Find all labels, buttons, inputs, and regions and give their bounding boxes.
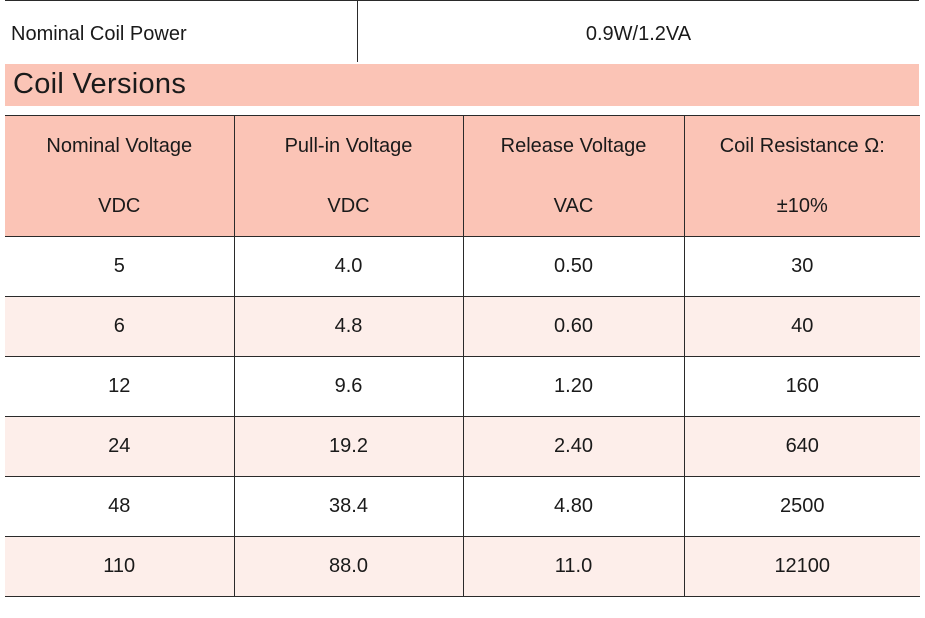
table-row: 48 38.4 4.80 2500 bbox=[5, 476, 920, 537]
coil-versions-table: Nominal Voltage VDC Pull-in Voltage VDC … bbox=[5, 115, 920, 597]
section-header: Coil Versions bbox=[5, 64, 919, 106]
table-header-row: Nominal Voltage VDC Pull-in Voltage VDC … bbox=[5, 115, 920, 237]
cell-coil-resistance: 2500 bbox=[683, 476, 920, 537]
table-row: 6 4.8 0.60 40 bbox=[5, 296, 920, 357]
cell-release-voltage: 0.50 bbox=[462, 236, 685, 297]
header-unit: VAC bbox=[553, 195, 594, 217]
cell-release-voltage: 1.20 bbox=[462, 356, 685, 417]
header-label: Coil Resistance Ω: bbox=[719, 135, 885, 157]
cell-coil-resistance: 640 bbox=[683, 416, 920, 477]
coil-power-label: Nominal Coil Power bbox=[11, 23, 187, 45]
cell-nominal-voltage: 24 bbox=[5, 416, 235, 477]
cell-release-voltage: 4.80 bbox=[462, 476, 685, 537]
cell-nominal-voltage: 12 bbox=[5, 356, 235, 417]
header-coil-resistance: Coil Resistance Ω: ±10% bbox=[683, 115, 920, 237]
header-label: Release Voltage bbox=[500, 135, 647, 157]
cell-pull-in-voltage: 38.4 bbox=[233, 476, 464, 537]
table-row: 5 4.0 0.50 30 bbox=[5, 236, 920, 297]
cell-pull-in-voltage: 4.0 bbox=[233, 236, 464, 297]
header-label: Nominal Voltage bbox=[46, 135, 193, 157]
header-unit: ±10% bbox=[776, 195, 828, 217]
coil-power-row: Nominal Coil Power 0.9W/1.2VA bbox=[5, 0, 919, 62]
table-row: 110 88.0 11.0 12100 bbox=[5, 536, 920, 597]
cell-coil-resistance: 40 bbox=[683, 296, 920, 357]
cell-coil-resistance: 160 bbox=[683, 356, 920, 417]
cell-release-voltage: 11.0 bbox=[462, 536, 685, 597]
header-release-voltage: Release Voltage VAC bbox=[462, 115, 685, 237]
cell-pull-in-voltage: 19.2 bbox=[233, 416, 464, 477]
cell-pull-in-voltage: 9.6 bbox=[233, 356, 464, 417]
header-unit: VDC bbox=[98, 195, 141, 217]
header-pull-in-voltage: Pull-in Voltage VDC bbox=[233, 115, 464, 237]
cell-pull-in-voltage: 88.0 bbox=[233, 536, 464, 597]
table-row: 12 9.6 1.20 160 bbox=[5, 356, 920, 417]
coil-power-value: 0.9W/1.2VA bbox=[585, 23, 692, 45]
header-nominal-voltage: Nominal Voltage VDC bbox=[5, 115, 235, 237]
section-title: Coil Versions bbox=[13, 68, 187, 100]
header-label: Pull-in Voltage bbox=[284, 135, 413, 157]
header-unit: VDC bbox=[327, 195, 370, 217]
cell-nominal-voltage: 110 bbox=[5, 536, 235, 597]
column-divider bbox=[357, 1, 358, 62]
cell-nominal-voltage: 6 bbox=[5, 296, 235, 357]
cell-release-voltage: 0.60 bbox=[462, 296, 685, 357]
cell-nominal-voltage: 5 bbox=[5, 236, 235, 297]
cell-coil-resistance: 12100 bbox=[683, 536, 920, 597]
cell-nominal-voltage: 48 bbox=[5, 476, 235, 537]
cell-release-voltage: 2.40 bbox=[462, 416, 685, 477]
table-row: 24 19.2 2.40 640 bbox=[5, 416, 920, 477]
cell-pull-in-voltage: 4.8 bbox=[233, 296, 464, 357]
cell-coil-resistance: 30 bbox=[683, 236, 920, 297]
